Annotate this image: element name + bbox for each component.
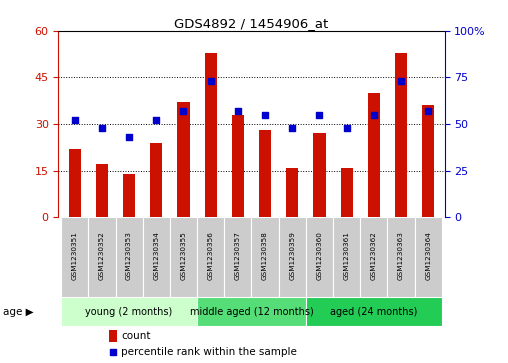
Bar [205,53,217,217]
Bar [109,330,117,342]
Bar [88,217,115,297]
Bar [415,217,442,297]
Text: GSM1230358: GSM1230358 [262,231,268,280]
Text: GSM1230361: GSM1230361 [343,231,350,280]
Point [234,108,242,114]
Text: count: count [121,331,150,341]
Point [288,125,296,131]
Bar [279,217,306,297]
Point [98,125,106,131]
Text: percentile rank within the sample: percentile rank within the sample [121,347,297,357]
Point [71,118,79,123]
Text: GSM1230363: GSM1230363 [398,231,404,280]
Text: GSM1230360: GSM1230360 [316,231,323,280]
Title: GDS4892 / 1454906_at: GDS4892 / 1454906_at [174,17,329,30]
Point [370,112,378,118]
Point [152,118,161,123]
Point [261,112,269,118]
Bar [313,134,326,217]
Point [179,108,187,114]
Bar [69,149,81,217]
Text: aged (24 months): aged (24 months) [330,307,418,317]
Bar [259,130,271,217]
Text: age ▶: age ▶ [3,307,33,317]
Text: GSM1230364: GSM1230364 [425,231,431,280]
Point [424,108,432,114]
Point [342,125,351,131]
Bar [197,297,306,326]
Bar [150,143,163,217]
Point [125,134,133,140]
Point [315,112,324,118]
Bar [177,102,189,217]
Bar [197,217,224,297]
Bar [143,217,170,297]
Point [109,349,117,355]
Text: GSM1230355: GSM1230355 [180,231,186,280]
Text: GSM1230359: GSM1230359 [289,231,295,280]
Bar [333,217,360,297]
Bar [251,217,279,297]
Text: GSM1230357: GSM1230357 [235,231,241,280]
Bar [286,168,298,217]
Bar [224,217,251,297]
Bar [395,53,407,217]
Bar [170,217,197,297]
Text: GSM1230352: GSM1230352 [99,231,105,280]
Bar [96,164,108,217]
Text: GSM1230354: GSM1230354 [153,231,160,280]
Text: GSM1230351: GSM1230351 [72,231,78,280]
Bar [61,217,88,297]
Bar [422,105,434,217]
Bar [232,115,244,217]
Text: GSM1230362: GSM1230362 [371,231,377,280]
Text: young (2 months): young (2 months) [85,307,173,317]
Bar [388,217,415,297]
Bar [123,174,135,217]
Point [207,78,215,84]
Bar [306,217,333,297]
Bar [61,297,197,326]
Bar [115,217,143,297]
Text: GSM1230356: GSM1230356 [208,231,214,280]
Bar [360,217,388,297]
Text: middle aged (12 months): middle aged (12 months) [189,307,313,317]
Text: GSM1230353: GSM1230353 [126,231,132,280]
Bar [340,168,353,217]
Point [397,78,405,84]
Bar [306,297,442,326]
Bar [368,93,380,217]
